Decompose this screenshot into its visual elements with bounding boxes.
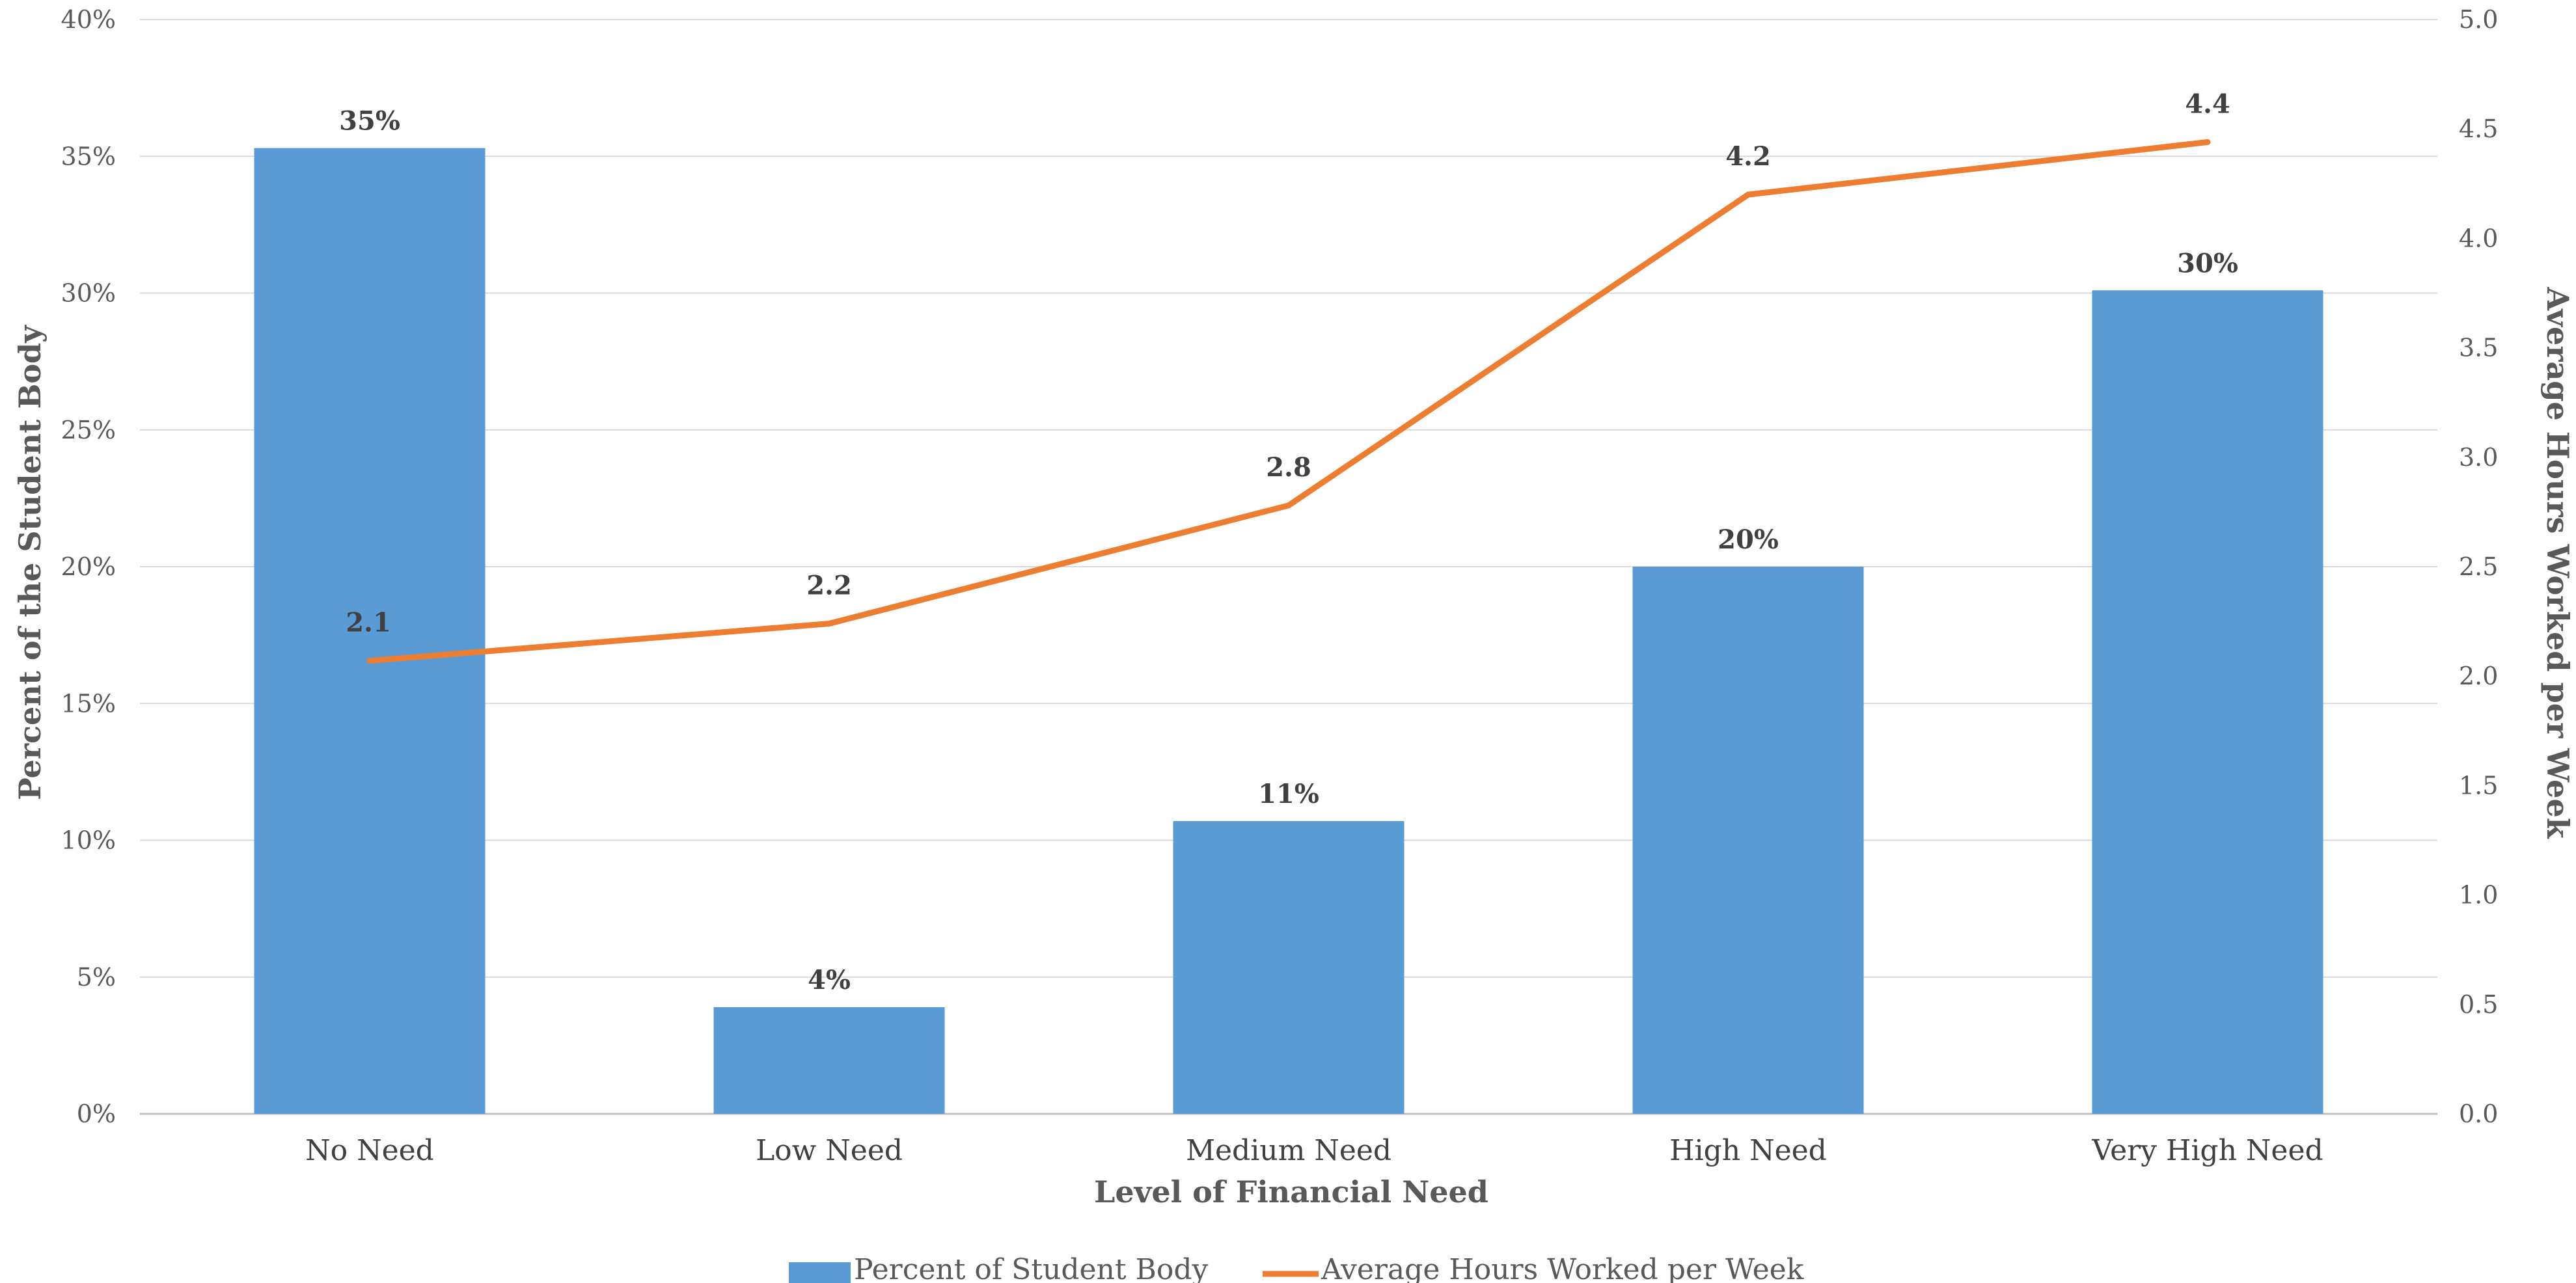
legend-label-bars: Percent of Student Body bbox=[854, 1253, 1209, 1283]
y-tick-label: 40% bbox=[61, 5, 116, 34]
category-label: Very High Need bbox=[2091, 1134, 2323, 1167]
category-label: Low Need bbox=[756, 1134, 903, 1167]
x-axis-title: Level of Financial Need bbox=[1094, 1174, 1488, 1209]
y2-tick-label: 2.0 bbox=[2459, 662, 2498, 690]
right-axis-ticks: 0.0 0.5 1.0 1.5 2.0 2.5 3.0 3.5 4.0 4.5 5.0 bbox=[2459, 5, 2498, 1128]
bar-series bbox=[254, 148, 2323, 1114]
bar bbox=[2092, 290, 2323, 1114]
y2-tick-label: 3.0 bbox=[2459, 443, 2498, 472]
y-tick-label: 30% bbox=[61, 279, 116, 308]
category-axis-labels: No Need Low Need Medium Need High Need Very … bbox=[305, 1134, 2323, 1167]
bar-data-label: 30% bbox=[2177, 248, 2238, 278]
line-data-label: 2.2 bbox=[806, 570, 852, 601]
line-data-label: 2.1 bbox=[346, 608, 391, 638]
y-tick-label: 20% bbox=[61, 552, 116, 581]
bar bbox=[1632, 567, 1864, 1114]
y2-tick-label: 1.0 bbox=[2459, 881, 2498, 910]
y2-tick-label: 3.5 bbox=[2459, 334, 2498, 362]
data-labels: 35% 4% 11% 20% 30% 2.1 2.2 2.8 4.2 4.4 bbox=[339, 88, 2238, 995]
y2-tick-label: 2.5 bbox=[2459, 552, 2498, 581]
y-tick-label: 5% bbox=[77, 963, 116, 992]
legend-label-line: Average Hours Worked per Week bbox=[1321, 1253, 1804, 1283]
left-axis-ticks: 0% 5% 10% 15% 20% 25% 30% 35% 40% bbox=[61, 5, 116, 1128]
y-axis-title: Percent of the Student Body bbox=[12, 325, 48, 800]
series-line bbox=[366, 139, 2211, 664]
category-label: High Need bbox=[1669, 1134, 1827, 1167]
y-tick-label: 35% bbox=[61, 142, 116, 170]
y2-axis-title: Average Hours Worked per Week bbox=[2540, 286, 2575, 839]
bar-data-label: 11% bbox=[1258, 779, 1319, 809]
line-series bbox=[366, 139, 2211, 664]
legend-swatch-bars bbox=[789, 1262, 851, 1283]
bar bbox=[713, 1007, 945, 1114]
bar bbox=[254, 148, 486, 1114]
bar-data-label: 4% bbox=[808, 965, 851, 995]
y2-tick-label: 4.5 bbox=[2459, 115, 2498, 143]
line-data-label: 4.4 bbox=[2185, 88, 2230, 119]
y-tick-label: 25% bbox=[61, 416, 116, 444]
category-label: Medium Need bbox=[1186, 1134, 1391, 1167]
y2-tick-label: 1.5 bbox=[2459, 771, 2498, 800]
y-tick-label: 15% bbox=[61, 689, 116, 718]
bar-data-label: 20% bbox=[1718, 524, 1779, 555]
y-tick-label: 0% bbox=[77, 1100, 116, 1128]
y2-tick-label: 0.0 bbox=[2459, 1100, 2498, 1128]
legend: Percent of Student Body Average Hours Wo… bbox=[789, 1253, 1804, 1283]
bar-data-label: 35% bbox=[339, 106, 400, 137]
y2-tick-label: 5.0 bbox=[2459, 5, 2498, 34]
line-data-label: 4.2 bbox=[1725, 141, 1771, 172]
bar bbox=[1173, 821, 1404, 1114]
y2-tick-label: 0.5 bbox=[2459, 990, 2498, 1019]
y2-tick-label: 4.0 bbox=[2459, 224, 2498, 252]
y-tick-label: 10% bbox=[61, 826, 116, 855]
line-data-label: 2.8 bbox=[1266, 452, 1311, 483]
gridlines bbox=[140, 19, 2437, 1115]
category-label: No Need bbox=[305, 1134, 434, 1167]
